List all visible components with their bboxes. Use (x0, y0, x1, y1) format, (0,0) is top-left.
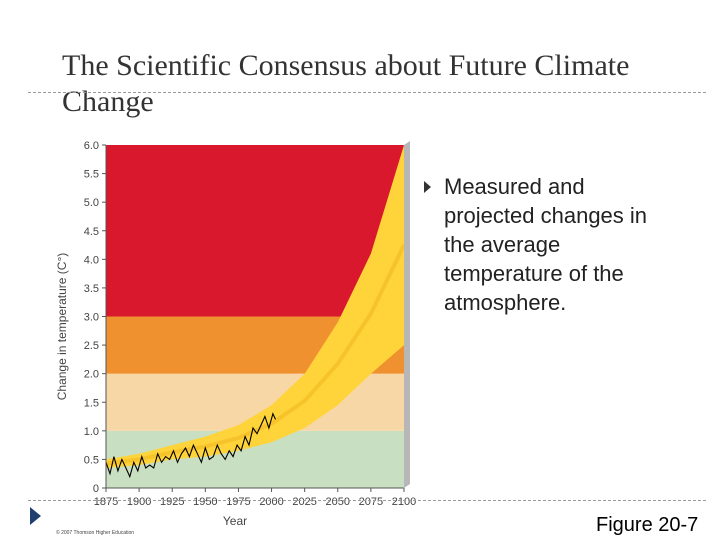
y-axis-label: Change in temperature (C°) (55, 253, 69, 401)
x-tick-label-2: 1925 (160, 496, 184, 508)
x-tick-label-4: 1975 (226, 496, 250, 508)
bullet-text: Measured and projected changes in the av… (444, 174, 648, 315)
x-tick-label-0: 1875 (94, 496, 118, 508)
x-tick-label-7: 2050 (326, 496, 350, 508)
figure-label: Figure 20-7 (596, 514, 699, 536)
bullet-arrow-icon (424, 181, 431, 193)
footer-divider (28, 500, 706, 501)
y-tick-label-6: 3.0 (84, 312, 99, 324)
y-tick-label-0: 0 (93, 483, 99, 495)
x-tick-label-3: 1950 (193, 496, 217, 508)
y-tick-label-12: 6.0 (84, 140, 99, 152)
y-tick-label-7: 3.5 (84, 283, 99, 295)
slide-title: The Scientific Consensus about Future Cl… (62, 49, 630, 118)
x-tick-label-6: 2025 (292, 496, 316, 508)
y-tick-label-5: 2.5 (84, 340, 99, 352)
y-tick-label-2: 1.0 (84, 426, 99, 438)
zone-band-3 (106, 145, 404, 317)
x-tick-label-1: 1900 (127, 496, 151, 508)
y-tick-label-8: 4.0 (84, 254, 99, 266)
x-tick-label-5: 2000 (259, 496, 283, 508)
title-divider (28, 92, 706, 93)
y-tick-label-4: 2.0 (84, 369, 99, 381)
x-tick-label-9: 2100 (392, 496, 416, 508)
copyright-text: © 2007 Thomson Higher Education (56, 530, 135, 536)
plot-depth-side (404, 141, 410, 488)
y-tick-label-1: 0.5 (84, 454, 99, 466)
bullet-item: Measured and projected changes in the av… (420, 172, 680, 317)
projection-band (106, 145, 404, 468)
corner-arrow-icon (30, 507, 41, 525)
x-axis-label: Year (223, 514, 247, 528)
x-tick-label-8: 2075 (359, 496, 383, 508)
y-tick-label-3: 1.5 (84, 397, 99, 409)
y-tick-label-9: 4.5 (84, 226, 99, 238)
y-tick-label-10: 5.0 (84, 197, 99, 209)
chart-svg: 0 0.5 1.0 1.5 2.0 2.5 3.0 3.5 4.0 4.5 5.0 5.5 6.0 187… (55, 140, 416, 528)
measured-temperature-line (105, 412, 277, 479)
temperature-chart: 0 0.5 1.0 1.5 2.0 2.5 3.0 3.5 4.0 4.5 5.0 5.5 6.0 187… (52, 134, 420, 534)
y-tick-label-11: 5.5 (84, 169, 99, 181)
